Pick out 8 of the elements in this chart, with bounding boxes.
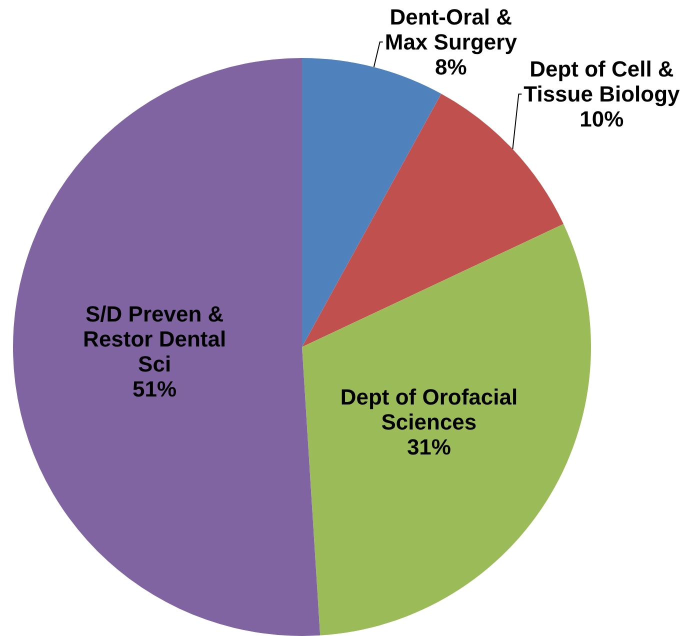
slice-label: Dept of Orofacial Sciences xyxy=(340,384,518,435)
data-label: 10% xyxy=(580,106,624,132)
slice-label: Dent-Oral & Max Surgery xyxy=(384,4,518,54)
slice-label: S/D Preven & Restor Dental Sci xyxy=(83,302,226,377)
data-label: 8% xyxy=(435,54,467,80)
data-label: 51% xyxy=(132,376,177,402)
data-label: 31% xyxy=(406,434,451,460)
slice-label: Dept of Cell & Tissue Biology xyxy=(524,56,681,107)
